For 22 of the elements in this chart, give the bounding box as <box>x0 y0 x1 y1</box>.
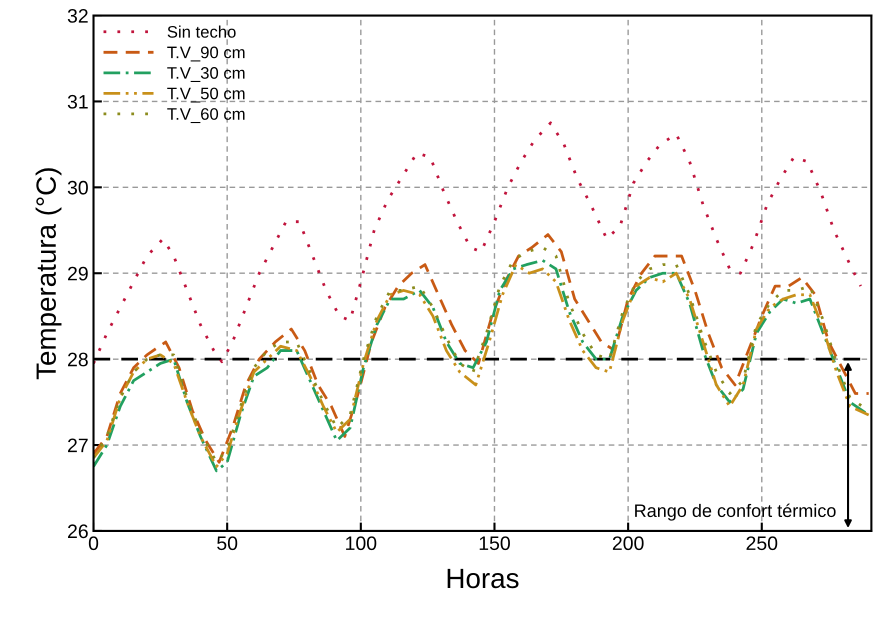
line-series <box>94 122 862 365</box>
y-tick-label: 26 <box>68 524 88 538</box>
y-tick-label: 29 <box>68 266 88 280</box>
y-axis-title: Temperatura (°C) <box>36 168 62 380</box>
legend-label: T.V_90 cm <box>167 46 244 62</box>
ref-line-label: Rango de confort térmico <box>635 504 836 521</box>
legend-label: Sin techo <box>168 26 236 38</box>
x-tick-label: 100 <box>346 536 376 550</box>
x-tick-label: 50 <box>217 536 238 550</box>
legend-label: T.V_50 cm <box>167 88 244 103</box>
y-tick-label: 31 <box>68 94 88 109</box>
x-tick-label: 200 <box>612 536 644 550</box>
y-tick-label: 32 <box>68 8 88 23</box>
legend-label: T.V_30 cm <box>167 67 244 82</box>
x-tick-label: 150 <box>480 536 510 550</box>
y-tick-label: 30 <box>68 180 88 195</box>
legend-label: T.V_60 cm <box>167 108 244 124</box>
x-tick-label: 250 <box>746 536 778 550</box>
x-axis-title: Horas <box>448 568 518 588</box>
y-tick-label: 27 <box>68 438 88 452</box>
y-tick-label: 28 <box>68 352 88 366</box>
x-tick-label: 0 <box>88 536 98 550</box>
